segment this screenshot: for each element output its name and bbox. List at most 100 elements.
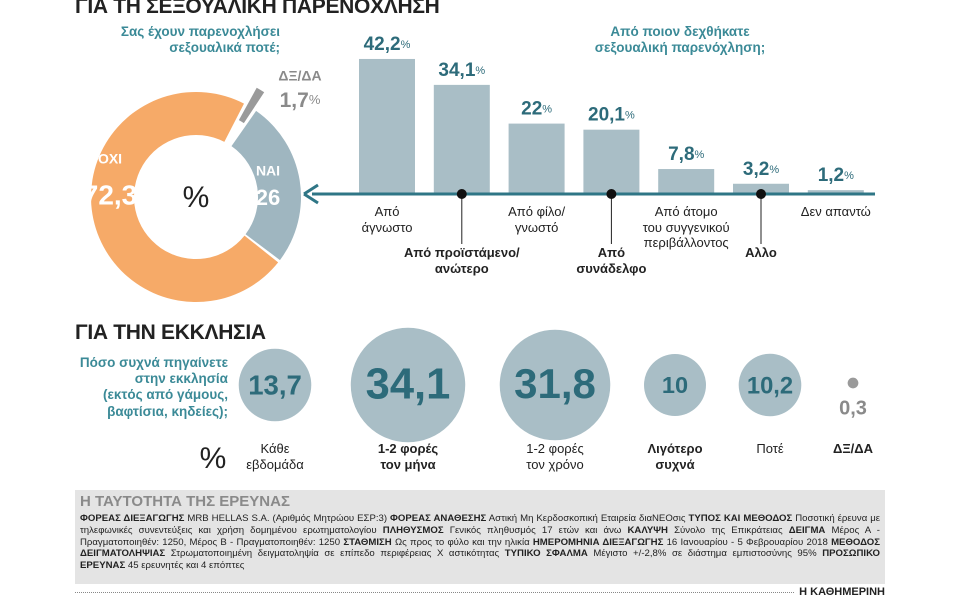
bubble-value: 10 bbox=[662, 372, 688, 398]
category-label: Αλλο bbox=[745, 245, 777, 260]
category-label: Από συνάδελφο bbox=[576, 245, 647, 276]
survey-body: ΦΟΡΕΑΣ ΔΙΕΞΑΓΩΓΗΣ MRB HELLAS S.A. (Αριθμ… bbox=[80, 513, 880, 572]
bar-value: 20,1% bbox=[588, 105, 635, 126]
value-number: 1,2 bbox=[818, 165, 844, 186]
value-unit: % bbox=[401, 39, 411, 51]
value-unit: % bbox=[844, 170, 854, 182]
survey-text: Γενικός πληθυσμός 17 ετών και άνω bbox=[449, 525, 622, 536]
value-unit: % bbox=[695, 149, 705, 161]
survey-label: ΦΟΡΕΑΣ ΑΝΑΘΕΣΗΣ bbox=[390, 513, 487, 525]
bar bbox=[433, 84, 490, 194]
survey-text: Στρωματοποιημένη δειγματοληψία σε επίπεδ… bbox=[170, 548, 500, 560]
bubble bbox=[238, 348, 312, 422]
bubble-unit: % bbox=[200, 442, 227, 475]
category-label: ΔΞ/ΔΑ bbox=[832, 441, 874, 456]
survey-text: Ως προς το φύλο και την ηλικία bbox=[394, 536, 530, 548]
bar-value: 34,1% bbox=[438, 60, 485, 81]
segment-label: ΟΧΙ bbox=[98, 151, 122, 167]
bar bbox=[733, 183, 789, 194]
survey-label: ΣΤΑΘΜΙΣΗ bbox=[343, 536, 392, 548]
bubble bbox=[644, 354, 706, 416]
bar bbox=[583, 129, 640, 194]
survey-label: ΠΡΟΣΩΠΙΚΟ ΕΡΕΥΝΑΣ bbox=[80, 548, 881, 572]
segment-label: ΝΑΙ bbox=[256, 163, 280, 179]
segment-value: 72,3 bbox=[83, 179, 138, 210]
bubble-value: 13,7 bbox=[248, 369, 302, 400]
segment-value: 26 bbox=[256, 185, 280, 210]
survey-label: ΤΥΠΟΣ ΚΑΙ ΜΕΘΟΔΟΣ bbox=[688, 513, 793, 525]
label-dot bbox=[456, 189, 467, 199]
value-unit: % bbox=[309, 92, 321, 107]
value-number: 22 bbox=[521, 99, 542, 120]
section-title: ΓΙΑ ΤΗΝ ΕΚΚΛΗΣΙΑ bbox=[75, 321, 266, 344]
donut-unit: % bbox=[183, 181, 210, 214]
value-number: 42,2 bbox=[364, 34, 401, 55]
donut-segment bbox=[91, 92, 279, 303]
survey-text: Μέγιστο +/-2,8% σε διάστημα εμπιστοσύνης… bbox=[593, 548, 817, 560]
bar-value: 7,8% bbox=[668, 144, 704, 165]
survey-label: ΠΛΗΘΥΣΜΟΣ bbox=[382, 525, 444, 536]
survey-label: ΚΑΛΥΨΗ bbox=[627, 525, 668, 536]
value-unit: % bbox=[542, 104, 552, 116]
value-number: 3,2 bbox=[743, 159, 769, 180]
source-rule bbox=[75, 592, 800, 593]
label-dot bbox=[756, 189, 766, 199]
bubble bbox=[738, 353, 802, 417]
category-label: Από προϊστάμενο/ ανώτερο bbox=[403, 245, 520, 276]
bar bbox=[508, 123, 565, 194]
bar-subtitle: Από ποιον δεχθήκατε σεξουαλική παρενόχλη… bbox=[594, 24, 766, 56]
survey-label: ΤΥΠΙΚΟ ΣΦΑΛΜΑ bbox=[504, 548, 588, 560]
survey-text: Μέρος Α - Πραγματοποιηθέν: 1250, Μέρος Β… bbox=[80, 525, 880, 548]
category-label: Κάθε εβδομάδα bbox=[246, 441, 304, 472]
bubble-value: 0,3 bbox=[839, 397, 867, 419]
bubble bbox=[847, 377, 859, 389]
survey-text: MRB HELLAS S.A. (Αριθμός Μητρώου ΕΣΡ:3) bbox=[187, 513, 388, 525]
category-label: Ποτέ bbox=[756, 441, 784, 456]
source: Η ΚΑΘΗΜΕΡΙΝΗ bbox=[795, 586, 885, 598]
bubble bbox=[350, 327, 466, 443]
donut-segment bbox=[231, 110, 302, 261]
bubble-subtitle: Πόσο συχνά πηγαίνετε στην εκκλησία (εκτό… bbox=[79, 355, 228, 419]
category-label: Δεν απαντώ bbox=[800, 204, 871, 219]
survey-label: ΗΜΕΡΟΜΗΝΙΑ ΔΙΕΞΑΓΩΓΗΣ bbox=[532, 536, 664, 548]
survey-text: Σύνολο της Επικράτειας bbox=[674, 525, 783, 536]
bar-value: 22% bbox=[521, 99, 552, 120]
bubble-value: 34,1 bbox=[366, 360, 451, 408]
value-number: 7,8 bbox=[668, 144, 694, 165]
label-dot bbox=[606, 189, 617, 199]
value-unit: % bbox=[769, 164, 779, 176]
bubble-value: 10,2 bbox=[747, 372, 793, 399]
value-number: 34,1 bbox=[438, 60, 475, 81]
category-label: 1-2 φορές τον μήνα bbox=[377, 441, 439, 472]
value-unit: % bbox=[625, 110, 635, 122]
bubble bbox=[499, 329, 611, 441]
section-title: ΓΙΑ ΤΗ ΣΕΞΟΥΑΛΙΚΗ ΠΑΡΕΝΟΧΛΗΣΗ bbox=[75, 0, 440, 18]
survey-text: Αστική Μη Κερδοσκοπική Εταιρεία διαΝΕΟσι… bbox=[488, 513, 686, 525]
value-number: 20,1 bbox=[588, 105, 625, 126]
survey-label: ΔΕΙΓΜΑ bbox=[788, 525, 826, 536]
survey-title: Η ΤΑΥΤΟΤΗΤΑ ΤΗΣ ΕΡΕΥΝΑΣ bbox=[80, 493, 290, 510]
category-label: 1-2 φορές τον χρόνο bbox=[526, 441, 584, 472]
bar bbox=[807, 190, 864, 194]
survey-box: Η ΤΑΥΤΟΤΗΤΑ ΤΗΣ ΕΡΕΥΝΑΣ ΦΟΡΕΑΣ ΔΙΕΞΑΓΩΓΗ… bbox=[75, 490, 885, 584]
category-label: Λιγότερο συχνά bbox=[647, 441, 703, 472]
survey-label: ΜΕΘΟΔΟΣ ΔΕΙΓΜΑΤΟΛΗΨΙΑΣ bbox=[80, 536, 880, 560]
bar-value: 1,2% bbox=[818, 165, 854, 186]
survey-text: Ποσοτική έρευνα με τηλεφωνικές συνεντεύξ… bbox=[80, 513, 881, 536]
segment-label: ΔΞ/ΔΑ bbox=[278, 68, 321, 84]
bar-value: 42,2% bbox=[364, 34, 411, 55]
survey-text: 45 ερευνητές και 4 επόπτες bbox=[127, 560, 245, 572]
donut-subtitle: Σας έχουν παρενοχλήσει σεξουαλικά ποτέ; bbox=[120, 24, 280, 56]
bubble-value: 31,8 bbox=[514, 360, 596, 407]
category-label: Από άγνωστο bbox=[361, 204, 413, 235]
survey-text: 16 Ιανουαρίου - 5 Φεβρουαρίου 2018 bbox=[666, 536, 828, 548]
segment-value: 1,7% bbox=[280, 89, 321, 112]
bar bbox=[359, 58, 415, 195]
donut-segment bbox=[238, 87, 265, 124]
survey-label: ΦΟΡΕΑΣ ΔΙΕΞΑΓΩΓΗΣ bbox=[80, 513, 185, 525]
category-label: Από φίλο/ γνωστό bbox=[508, 204, 566, 235]
axis-arrow bbox=[303, 183, 319, 205]
value-unit: % bbox=[475, 65, 485, 77]
